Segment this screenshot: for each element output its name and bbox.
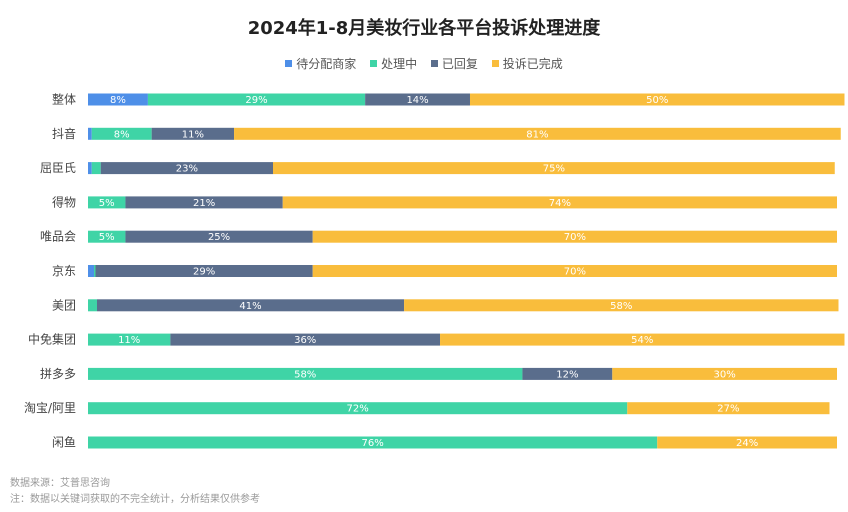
bar-value-label: 30%	[714, 369, 736, 380]
legend-label-completed: 投诉已完成	[502, 57, 563, 71]
bar-segment-pending[interactable]	[88, 265, 94, 277]
bar-value-label: 8%	[114, 129, 130, 140]
bar-value-label: 70%	[564, 232, 586, 243]
chart-legend: 待分配商家 处理中 已回复 投诉已完成	[0, 55, 848, 72]
bar-value-label: 36%	[294, 335, 316, 346]
bar-value-label: 14%	[406, 95, 428, 106]
bar-value-label: 25%	[208, 232, 230, 243]
bar-segment-processing[interactable]	[88, 299, 97, 312]
bar-value-label: 29%	[245, 95, 267, 106]
bar-segment-completed[interactable]	[273, 162, 835, 175]
legend-item-completed[interactable]: 投诉已完成	[491, 55, 563, 72]
bar-value-label: 76%	[362, 438, 384, 449]
legend-swatch-completed	[491, 60, 499, 67]
bar-segment-pending[interactable]	[88, 93, 148, 106]
bar-value-label: 70%	[564, 267, 586, 278]
bar-segment-completed[interactable]	[282, 196, 837, 209]
bar-segment-replied[interactable]	[151, 127, 235, 140]
bar-segment-processing[interactable]	[88, 367, 523, 380]
bar-segment-completed[interactable]	[469, 93, 845, 106]
bar-segment-completed[interactable]	[404, 299, 839, 312]
bar-value-label: 54%	[631, 335, 653, 346]
bar-segment-replied[interactable]	[170, 333, 441, 346]
bar-segment-completed[interactable]	[627, 402, 830, 415]
bar-segment-pending[interactable]	[88, 162, 92, 175]
bar-segment-replied[interactable]	[365, 93, 470, 106]
legend-label-replied: 已回复	[441, 57, 478, 71]
bar-value-label: 12%	[556, 369, 578, 380]
category-label: 中免集团	[28, 332, 76, 347]
category-label: 整体	[52, 92, 76, 107]
category-label: 美团	[52, 298, 76, 312]
bar-value-label: 5%	[99, 232, 115, 243]
bar-segment-processing[interactable]	[88, 333, 171, 346]
bar-value-label: 11%	[118, 335, 140, 346]
legend-label-processing: 处理中	[381, 57, 418, 71]
legend-swatch-pending	[285, 60, 293, 67]
legend-label-pending: 待分配商家	[296, 57, 357, 71]
chart-title: 2024年1-8月美妆行业各平台投诉处理进度	[247, 18, 601, 39]
data-source-note: 数据来源：艾普思咨询	[10, 478, 110, 489]
bar-segment-processing[interactable]	[147, 93, 366, 106]
category-label: 拼多多	[40, 367, 76, 381]
bar-segment-processing[interactable]	[93, 265, 96, 277]
bar-segment-processing[interactable]	[91, 162, 101, 175]
bar-value-label: 27%	[717, 404, 739, 415]
bar-value-label: 50%	[646, 95, 668, 106]
bar-value-label: 58%	[610, 301, 632, 312]
bar-value-label: 21%	[193, 198, 215, 209]
bar-value-label: 81%	[526, 129, 548, 140]
legend-item-processing[interactable]: 处理中	[370, 55, 417, 72]
bar-value-label: 11%	[182, 129, 204, 140]
category-label: 唯品会	[40, 230, 76, 244]
bar-segment-replied[interactable]	[95, 265, 313, 277]
category-label: 淘宝/阿里	[24, 401, 76, 415]
legend-item-pending[interactable]: 待分配商家	[285, 55, 356, 72]
bar-segment-completed[interactable]	[440, 333, 845, 346]
category-label: 京东	[52, 264, 76, 278]
category-label: 屈臣氏	[40, 161, 76, 175]
category-label: 得物	[52, 194, 76, 209]
legend-swatch-processing	[370, 60, 378, 67]
bar-segment-processing[interactable]	[88, 436, 658, 449]
legend-swatch-replied	[430, 60, 438, 67]
bar-value-label: 29%	[193, 267, 215, 278]
bar-segment-pending[interactable]	[88, 127, 92, 140]
bar-value-label: 41%	[239, 301, 261, 312]
bar-segment-replied[interactable]	[125, 196, 283, 209]
bar-segment-replied[interactable]	[96, 299, 405, 312]
bar-segment-replied[interactable]	[522, 367, 613, 380]
chart-plot: 整体 8% 29% 14% 50% 抖音 8% 11% 81% 屈臣氏 23% 75% 得物 5% 21% 7…	[24, 92, 845, 450]
legend-item-replied[interactable]: 已回复	[430, 55, 478, 72]
bar-segment-completed[interactable]	[657, 436, 837, 449]
bar-segment-replied[interactable]	[125, 230, 313, 243]
bar-value-label: 58%	[294, 369, 316, 380]
bar-segment-processing[interactable]	[88, 402, 628, 415]
bar-segment-processing[interactable]	[88, 196, 126, 209]
bar-segment-completed[interactable]	[312, 265, 837, 277]
bar-segment-replied[interactable]	[100, 162, 273, 175]
bar-segment-completed[interactable]	[234, 127, 841, 140]
bar-segment-processing[interactable]	[88, 230, 126, 243]
bar-value-label: 8%	[110, 95, 126, 106]
bar-value-label: 24%	[736, 438, 758, 449]
bar-segment-completed[interactable]	[612, 367, 837, 380]
bar-segment-processing[interactable]	[91, 127, 152, 140]
bar-value-label: 74%	[549, 198, 571, 209]
disclaimer-note: 注：数据以关键词获取的不完全统计，分析结果仅供参考	[10, 494, 260, 505]
category-label: 闲鱼	[52, 436, 76, 450]
bar-value-label: 75%	[543, 164, 565, 175]
category-label: 抖音	[52, 126, 76, 141]
bar-segment-completed[interactable]	[312, 230, 837, 243]
bar-value-label: 23%	[176, 164, 198, 175]
bar-value-label: 72%	[347, 404, 369, 415]
bar-value-label: 5%	[99, 198, 115, 209]
